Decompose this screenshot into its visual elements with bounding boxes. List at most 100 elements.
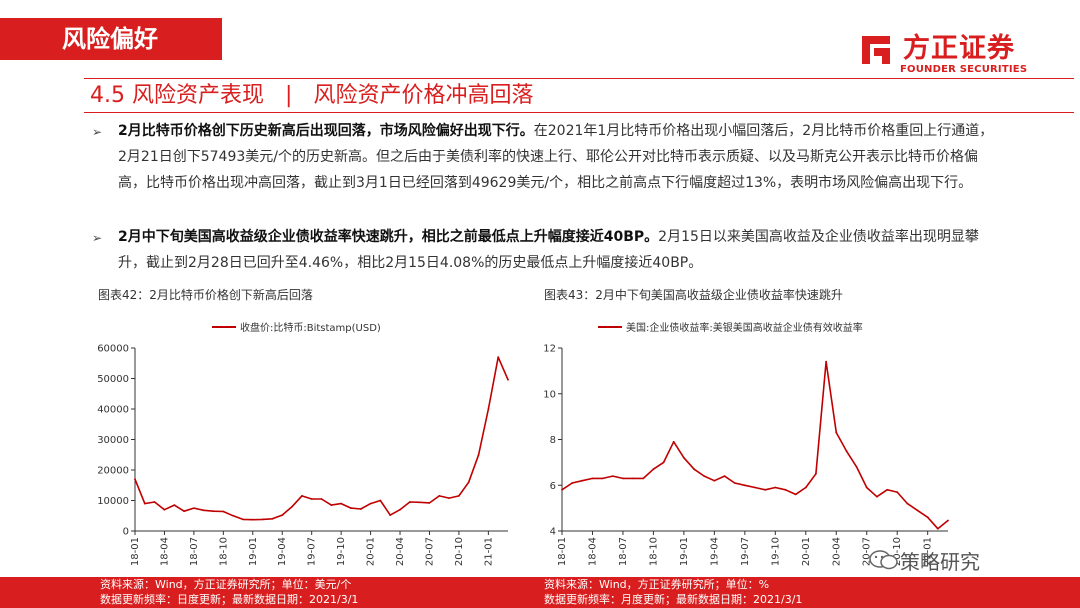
bullet-paragraph-1: 2月比特币价格创下历史新高后出现回落，市场风险偏好出现下行。在2021年1月比特… xyxy=(118,118,998,196)
x-tick-label: 19-10 xyxy=(770,537,781,566)
data-point xyxy=(183,510,185,513)
x-tick-label: 20-10 xyxy=(454,537,465,566)
data-point xyxy=(845,450,848,452)
data-point xyxy=(784,488,787,491)
data-point xyxy=(703,475,706,477)
data-point xyxy=(611,475,614,477)
figure-43-title: 图表43：2月中下旬美国高收益级企业债收益率快速跳升 xyxy=(544,288,843,302)
y-tick-label: 8 xyxy=(550,435,556,446)
data-point xyxy=(242,518,244,521)
data-point xyxy=(906,502,909,505)
x-tick-label: 18-07 xyxy=(189,537,200,566)
x-tick-label: 19-10 xyxy=(336,537,347,566)
data-point xyxy=(379,499,382,502)
y-tick-label: 0 xyxy=(123,527,129,538)
data-point xyxy=(947,519,949,522)
data-point xyxy=(794,493,797,496)
data-point xyxy=(693,468,695,471)
bullet-2-text: 2月15日以来美国高收益及企业债收益率出现明显攀升，截止到2月28日已回升至4.… xyxy=(118,229,979,271)
legend-label: 美国:企业债收益率:美银美国高收益企业债有效收益率 xyxy=(626,321,863,334)
page-heading: 4.5 风险资产表现 | 风险资产价格冲高回落 xyxy=(90,81,533,111)
figure-42-title: 图表42：2月比特币价格创下新高后回落 xyxy=(98,288,313,302)
data-point xyxy=(359,508,362,510)
x-tick-label: 20-10 xyxy=(892,537,903,566)
figure-43-source: 资料来源：Wind，方正证券研究所；单位：% xyxy=(544,578,770,591)
data-point xyxy=(723,475,726,477)
y-tick-label: 60000 xyxy=(97,344,129,355)
data-point xyxy=(652,468,655,471)
data-point xyxy=(428,502,431,504)
x-tick-label: 20-01 xyxy=(801,537,812,566)
data-point xyxy=(153,501,156,503)
data-point xyxy=(672,440,675,443)
data-point xyxy=(212,510,215,513)
x-tick-label: 18-01 xyxy=(557,537,568,566)
series-line xyxy=(561,360,949,530)
data-point xyxy=(271,517,274,520)
data-point xyxy=(222,510,225,513)
data-point xyxy=(369,502,372,505)
data-point xyxy=(571,482,574,484)
x-tick-label: 20-01 xyxy=(366,537,377,566)
data-point xyxy=(134,478,136,481)
data-point xyxy=(601,477,604,480)
data-point xyxy=(173,504,176,506)
data-point xyxy=(408,501,411,503)
data-point xyxy=(865,486,868,489)
data-point xyxy=(683,456,685,459)
data-point xyxy=(340,502,342,505)
data-point xyxy=(855,466,858,468)
bullet-1-bold: 2月比特币价格创下历史新高后出现回落，市场风险偏好出现下行。 xyxy=(118,123,534,139)
data-point xyxy=(330,504,333,506)
series-line xyxy=(134,356,509,521)
data-point xyxy=(487,408,490,410)
data-point xyxy=(143,502,146,505)
y-tick-label: 40000 xyxy=(97,405,129,416)
data-point xyxy=(350,507,352,509)
data-point xyxy=(764,488,767,491)
data-point xyxy=(291,505,293,508)
bitcoin-price-chart: 收盘价:比特币:Bitstamp(USD) 0 10000 20000 30000 40… xyxy=(97,321,509,566)
data-point xyxy=(320,498,323,500)
data-point xyxy=(896,491,899,493)
data-point xyxy=(804,486,807,489)
data-point xyxy=(835,431,838,434)
hy-bond-yield-chart: 美国:企业债收益率:美银美国高收益企业债有效收益率 4 6 8 10 12 18-01 1… xyxy=(543,321,949,566)
data-point xyxy=(581,479,584,482)
data-point xyxy=(281,514,284,516)
heading-top-rule xyxy=(84,78,1074,79)
bullet-1-text: 在2021年1月比特币价格出现小幅回落后，2月比特币价格重回上行通道，2月21日… xyxy=(118,123,994,191)
data-point xyxy=(754,486,756,489)
x-tick-label: 21-01 xyxy=(483,537,494,566)
data-point xyxy=(497,356,500,359)
x-tick-label: 19-07 xyxy=(307,537,318,566)
data-point xyxy=(261,518,264,521)
figure-42-source: 资料来源：Wind，方正证券研究所；单位：美元/个 xyxy=(100,578,352,591)
footer-bar xyxy=(0,577,1080,608)
data-point xyxy=(507,378,509,381)
watermark-text: 策略研究 xyxy=(900,550,980,574)
founder-logo-icon xyxy=(862,36,890,64)
x-tick-label: 18-04 xyxy=(587,537,598,566)
data-point xyxy=(418,501,421,504)
x-tick-label: 20-04 xyxy=(831,537,842,566)
y-tick-label: 12 xyxy=(543,344,556,355)
data-point xyxy=(561,488,563,491)
x-tick-label: 19-04 xyxy=(709,537,720,566)
data-point xyxy=(251,518,254,521)
x-tick-label: 19-07 xyxy=(740,537,751,566)
data-point xyxy=(713,479,716,482)
data-point xyxy=(743,484,746,487)
heading-subtitle: 风险资产价格冲高回落 xyxy=(313,83,534,108)
data-point xyxy=(477,453,480,456)
y-tick-label: 6 xyxy=(550,481,556,492)
x-tick-label: 18-01 xyxy=(130,537,141,566)
x-tick-label: 20-07 xyxy=(862,537,873,566)
figure-42-update: 数据更新频率：日度更新；最新数据日期：2021/3/1 xyxy=(100,593,359,606)
data-point xyxy=(448,497,450,499)
figure-43-update: 数据更新频率：月度更新；最新数据日期：2021/3/1 xyxy=(544,593,803,606)
data-point xyxy=(438,495,441,497)
data-point xyxy=(202,509,205,512)
data-point xyxy=(916,509,919,512)
y-tick-label: 10000 xyxy=(97,496,129,507)
